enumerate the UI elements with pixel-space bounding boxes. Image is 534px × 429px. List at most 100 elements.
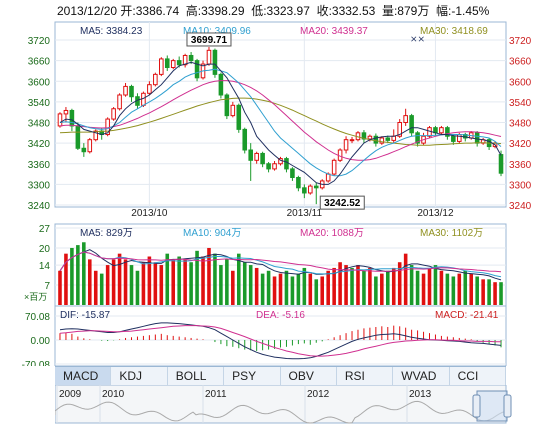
volume-bar — [469, 273, 474, 305]
tab-rsi[interactable]: RSI — [337, 367, 394, 385]
volume-bar — [201, 256, 205, 305]
tab-boll[interactable]: BOLL — [168, 367, 225, 385]
volume-bar — [183, 259, 187, 305]
navigator-year-label: 2013 — [409, 389, 432, 400]
volume-bar — [266, 270, 271, 305]
volume-bar — [326, 270, 330, 305]
navigator-right-handle[interactable] — [503, 394, 512, 418]
candle-body — [236, 104, 242, 130]
volume-bar — [356, 265, 360, 305]
candle-body — [57, 113, 63, 127]
collapse-icon[interactable]: ⨯⨯ — [410, 34, 425, 44]
volume-bar — [487, 279, 491, 305]
tab-kdj[interactable]: KDJ — [111, 367, 168, 385]
candle-body — [302, 187, 307, 194]
volume-bar — [171, 259, 176, 305]
candle-body — [105, 118, 110, 136]
volume-bar — [362, 270, 366, 305]
volume-bar — [451, 276, 456, 305]
volume-tick: 14 — [39, 261, 51, 272]
candle-body — [194, 60, 200, 79]
volume-ma5-label: MA5: 829万 — [80, 228, 133, 239]
volume-bar — [302, 267, 307, 305]
volume-bar — [344, 265, 348, 305]
stock-chart: 3720 3720 3660 3660 3600 3600 3540 3540 3480 3480… — [22, 21, 532, 366]
tab-cci[interactable]: CCI — [450, 367, 506, 385]
volume-bar — [189, 262, 193, 305]
candle-body — [445, 127, 450, 137]
volume-bar — [64, 253, 68, 305]
volume-ma20-label: MA20: 1088万 — [300, 228, 364, 239]
volume-bar — [123, 259, 128, 305]
navigator-year-label: 2012 — [307, 389, 330, 400]
price-tick-left: 3600 — [28, 77, 51, 88]
volume-bar — [308, 273, 313, 305]
volume-bar — [272, 276, 277, 305]
volume-bar — [296, 273, 301, 305]
navigator-year-label: 2010 — [102, 389, 125, 400]
candle-body — [218, 73, 224, 96]
volume-bar — [248, 265, 253, 305]
price-ma30-label: MA30: 3418.69 — [420, 26, 488, 37]
macd-dif-label: DIF: -15.87 — [60, 310, 110, 321]
price-date-label: 2013/12 — [417, 208, 454, 219]
volume-ma10-line — [59, 251, 502, 278]
candle-body — [498, 154, 504, 174]
price-tick-right: 3420 — [509, 139, 532, 150]
candle-body — [248, 149, 253, 161]
volume-bar — [135, 270, 140, 305]
header-close: 收:3332.53 — [316, 4, 376, 18]
volume-bar — [70, 247, 74, 305]
price-date-label: 2013/10 — [131, 208, 168, 219]
macd-dea-label: DEA: -5.16 — [256, 310, 305, 321]
candle-body — [290, 168, 295, 178]
candle-body — [391, 135, 397, 141]
candle-body — [349, 139, 355, 142]
price-tick-left: 3300 — [28, 180, 51, 191]
timeline-navigator[interactable]: 2009 2010 2011 2012 2013 — [55, 385, 518, 425]
volume-bar — [207, 247, 211, 305]
macd-dea-line — [59, 325, 502, 357]
candle-body — [170, 60, 176, 68]
price-date-label: 2013/11 — [287, 208, 323, 219]
candle-body — [379, 137, 385, 144]
volume-bar — [93, 270, 98, 305]
candle-body — [457, 134, 462, 142]
header-date: 2013/12/20 — [57, 4, 118, 18]
candle-body — [266, 163, 271, 170]
volume-bar — [385, 270, 390, 305]
candle-body — [373, 135, 379, 144]
volume-bar — [242, 262, 247, 305]
volume-bar — [177, 256, 181, 305]
quote-header: 2013/12/20 开:3386.74 高:3398.29 低:3323.97… — [57, 2, 489, 19]
volume-bar — [380, 273, 384, 305]
tab-macd[interactable]: MACD — [55, 367, 112, 385]
volume-bar — [278, 273, 283, 305]
header-open: 开:3386.74 — [120, 4, 180, 18]
volume-bar — [82, 242, 86, 305]
price-tick-right: 3600 — [509, 77, 532, 88]
candle-body — [474, 132, 480, 144]
candle-body — [87, 139, 93, 153]
header-low: 低:3323.97 — [251, 4, 310, 18]
candle-body — [63, 109, 69, 115]
volume-ma10-label: MA10: 904万 — [183, 228, 241, 239]
volume-tick: 7 — [44, 281, 50, 292]
navigator-left-handle[interactable] — [472, 394, 481, 418]
tab-obv[interactable]: OBV — [281, 367, 337, 385]
candle-body — [164, 58, 170, 68]
price-tick-left: 3720 — [28, 36, 51, 47]
volume-tick: 20 — [39, 244, 51, 255]
candle-body — [153, 73, 158, 86]
candle-body — [451, 135, 456, 142]
candle-body — [308, 185, 313, 194]
volume-bar — [87, 259, 92, 305]
volume-bar — [463, 270, 468, 305]
candle-body — [242, 128, 248, 151]
tab-psy[interactable]: PSY — [224, 367, 281, 385]
volume-bar — [290, 276, 295, 305]
tab-wvad[interactable]: WVAD — [393, 367, 450, 385]
candle-body — [69, 109, 75, 127]
candle-body — [296, 177, 301, 189]
navigator-window[interactable] — [476, 390, 508, 422]
